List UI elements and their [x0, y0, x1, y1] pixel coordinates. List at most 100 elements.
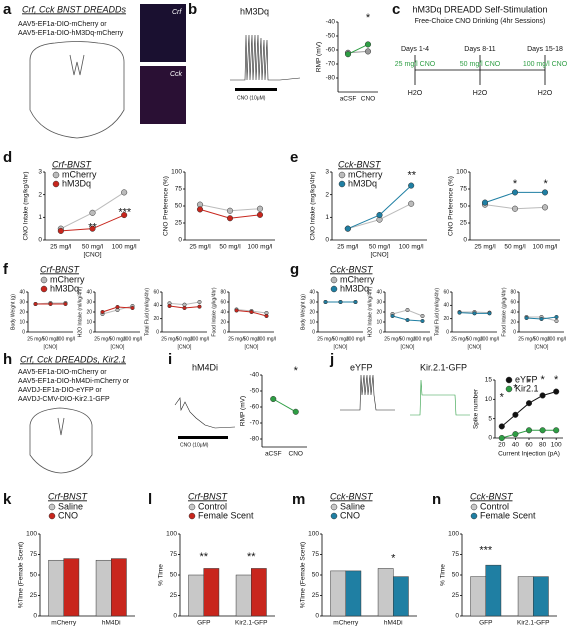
y-tick-label: 75 [170, 551, 178, 558]
point [405, 317, 410, 323]
x-tick-label: 100 mg/l [346, 336, 365, 342]
point [420, 313, 425, 319]
y-tick-label: 15 [485, 377, 493, 384]
y-tick-label: 100 [308, 531, 319, 538]
panel-letter: n [432, 491, 441, 508]
y-tick-label: -60 [250, 404, 260, 411]
panel-letter: d [3, 149, 12, 166]
y-tick-label: 100 [456, 169, 467, 176]
y-tick-label: 10 [309, 319, 315, 325]
y-tick-label: 40 [153, 303, 159, 309]
panel-letter: c [392, 1, 400, 18]
x-axis-label: [CNO] [535, 344, 550, 350]
point [226, 207, 234, 214]
y-axis-label: Food Intake (g/kg/4hr) [501, 287, 507, 337]
panel-title: hM4Di [192, 362, 218, 372]
x-axis-label: [CNO] [401, 344, 416, 350]
y-tick-label: 20 [220, 319, 226, 325]
point [541, 189, 549, 196]
x-tick-label: GFP [479, 620, 492, 627]
point [344, 225, 351, 232]
y-axis-label: Body Weight (g) [10, 294, 16, 330]
point [481, 199, 489, 206]
trace-label: Kir.2.1-GFP [420, 362, 467, 372]
construct: AAV5-EF1a-DIO-mCherry or [18, 369, 107, 376]
legend-title: Cck-BNST [330, 264, 374, 274]
legend-swatch [40, 285, 48, 293]
x-axis-label: [CNO] [370, 252, 388, 259]
y-tick-label: 40 [86, 289, 92, 295]
annotation: * [513, 178, 518, 190]
water: H2O [473, 90, 488, 97]
y-tick-label: 20 [19, 309, 25, 315]
y-tick-label: 40 [376, 289, 382, 295]
bar [188, 574, 205, 617]
annotation: * [513, 383, 518, 395]
y-tick-label: 2 [38, 191, 42, 198]
y-axis-label: CNO Preference (%) [448, 176, 455, 236]
legend-swatch [330, 512, 338, 520]
annotation: * [527, 377, 532, 389]
legend-title: Cck-BNST [330, 491, 374, 501]
x-tick-label: mCherry [51, 620, 77, 627]
point [344, 51, 352, 58]
legend-label: Female Scent [198, 510, 254, 520]
y-tick-label: 3 [38, 169, 42, 176]
point [182, 302, 187, 307]
y-tick-label: 0 [178, 237, 182, 244]
bar [63, 558, 80, 617]
y-axis-label: Food Intake (g/kg/4hr) [211, 287, 217, 337]
days: Days 15-18 [527, 46, 563, 53]
y-axis-label: %Time (Female Scent) [300, 542, 307, 608]
y-tick-label: 75 [30, 551, 38, 558]
x-tick-label: 100 mg/l [399, 244, 424, 251]
x-tick-label: 100 mg/l [547, 336, 566, 342]
point [541, 204, 549, 211]
y-tick-label: 50 [452, 572, 460, 579]
annotation: * [391, 553, 396, 565]
bar [251, 568, 267, 617]
x-tick-label: 100 mg/l [413, 336, 432, 342]
point [48, 301, 53, 307]
point [100, 309, 105, 315]
point [63, 301, 68, 307]
trace [230, 34, 301, 81]
point [553, 388, 560, 395]
point [511, 189, 519, 196]
trace [410, 379, 470, 416]
y-tick-label: 75 [452, 551, 460, 558]
legend-title: Crf-BNST [52, 159, 92, 169]
legend-label: mCherry [50, 274, 85, 284]
x-tick-label: 25 mg/l [161, 336, 177, 342]
legend-swatch [188, 512, 196, 520]
x-tick-label: 25 mg/l [317, 336, 333, 342]
y-tick-label: 60 [443, 289, 449, 295]
y-tick-label: 40 [443, 303, 449, 309]
point [525, 400, 533, 407]
x-tick-label: 25 mg/l [474, 244, 496, 251]
drug-bar [178, 436, 228, 439]
x-tick-label: 100 mg/l [112, 244, 137, 251]
legend-label: mCherry [348, 169, 383, 179]
bar [470, 576, 486, 617]
legend-title: Crf-BNST [188, 491, 228, 501]
y-tick-label: 20 [309, 309, 315, 315]
y-tick-label: 25 [170, 592, 178, 599]
x-tick-label: 50 mg/l [176, 336, 192, 342]
legend-label: hM3Dq [340, 283, 369, 293]
construct: AAVDJ-EF1a-DIO-eYFP or [18, 387, 102, 394]
annotation: * [500, 391, 505, 403]
y-axis-label: % Time [158, 564, 165, 586]
legend-label: Female Scent [480, 510, 536, 520]
legend-title: Cck-BNST [470, 491, 514, 501]
x-tick-label: 50 mg/l [82, 244, 104, 251]
annotation: * [540, 374, 545, 386]
point [554, 318, 559, 324]
legend-swatch [505, 385, 513, 393]
y-tick-label: 10 [86, 319, 92, 325]
bar [377, 568, 394, 617]
x-tick-label: 20 [498, 442, 506, 449]
panel-letter: g [290, 261, 299, 278]
construct: AAV5-EF1a-DIO-hM4Di-mCherry or [18, 378, 130, 385]
bar [533, 576, 549, 617]
